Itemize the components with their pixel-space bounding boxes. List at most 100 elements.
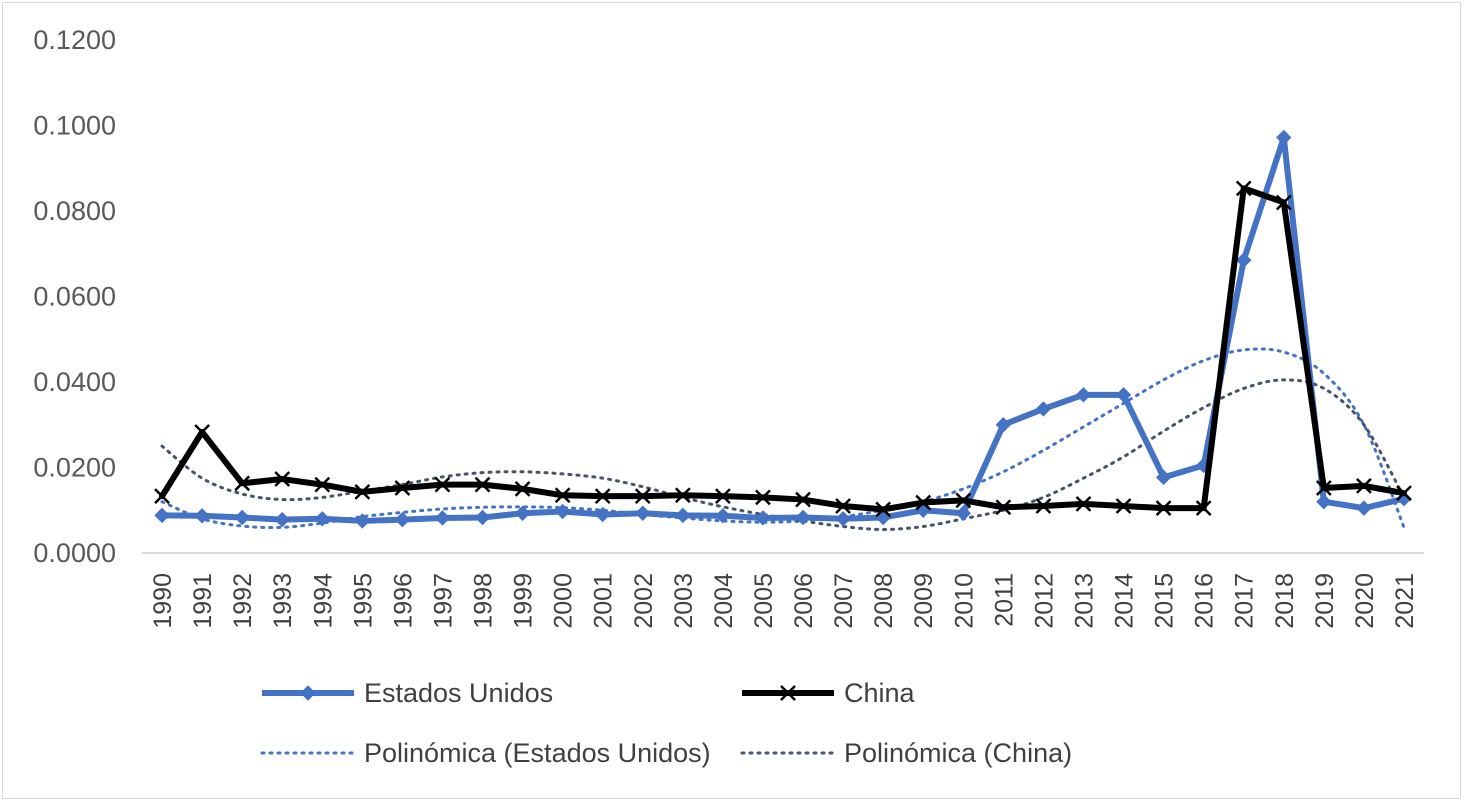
x-tick-label: 2011 [990, 573, 1018, 627]
point-marker-x [674, 487, 691, 504]
point-marker-x [194, 424, 210, 440]
point-marker-x [1396, 485, 1412, 502]
point-marker-x [394, 480, 411, 496]
legend-label: Estados Unidos [364, 678, 553, 708]
point-marker-diamond [1316, 493, 1332, 510]
point-marker-diamond [1035, 401, 1052, 417]
y-tick-label: 0.0600 [33, 282, 116, 312]
point-marker-x [634, 488, 651, 505]
x-tick-label: 2021 [1391, 573, 1419, 629]
x-tick-label: 2004 [710, 573, 738, 629]
y-tick-label: 0.0200 [33, 453, 116, 483]
point-marker-diamond [434, 510, 451, 526]
x-tick-label: 2015 [1151, 573, 1179, 629]
series-china [154, 180, 1412, 518]
point-marker-x [1235, 180, 1252, 197]
point-marker-x [955, 492, 972, 509]
x-tick-label: 2000 [550, 573, 578, 629]
point-marker-diamond [835, 511, 851, 527]
y-tick-label: 0.0000 [33, 538, 116, 568]
x-tick-label: 2005 [750, 573, 778, 629]
series-line [159, 134, 1407, 524]
series-line [159, 185, 1407, 513]
point-marker-x [594, 488, 611, 505]
point-marker-diamond [795, 509, 811, 526]
legend-label: Polinómica (China) [844, 738, 1072, 768]
x-tick-label: 2017 [1231, 573, 1259, 629]
point-marker-diamond [1155, 469, 1172, 486]
x-tick-label: 2003 [670, 573, 698, 629]
x-tick-label: 2013 [1070, 573, 1098, 629]
x-axis-ticks: 1990 1991 1992 1993 1994 1995 1996 1997 1998 1999… [149, 573, 1419, 629]
x-tick-label: 1993 [269, 573, 297, 629]
y-tick-label: 0.1200 [33, 25, 116, 55]
y-tick-label: 0.0400 [33, 367, 116, 397]
point-marker-diamond [314, 511, 330, 527]
point-marker-diamond [955, 505, 971, 521]
point-marker-diamond [755, 510, 771, 526]
point-marker-diamond [1276, 129, 1292, 146]
point-marker-diamond [595, 506, 611, 523]
point-marker-diamond [354, 513, 371, 529]
x-tick-label: 2016 [1191, 573, 1219, 629]
legend-item: China [742, 678, 916, 708]
point-marker-x [1315, 480, 1332, 496]
point-marker-x [835, 498, 851, 514]
point-marker-diamond [554, 503, 571, 520]
point-marker-diamond [1236, 252, 1252, 268]
point-marker-x [1356, 477, 1372, 494]
series-lines [154, 129, 1412, 529]
x-tick-label: 2019 [1311, 573, 1339, 629]
point-marker-x [795, 491, 811, 508]
legend-item: Polinómica (Estados Unidos) [260, 738, 711, 768]
y-axis-ticks: 0.0000 0.0200 0.0400 0.0600 0.0800 0.1000 0.12… [33, 25, 116, 568]
series-estados-unidos [154, 129, 1412, 529]
point-marker-x [1155, 500, 1172, 516]
point-marker-diamond [274, 511, 290, 528]
x-tick-label: 2014 [1111, 573, 1139, 629]
point-marker-x [780, 685, 796, 701]
point-marker-x [875, 501, 892, 518]
point-marker-x [1115, 498, 1132, 514]
x-tick-label: 1991 [189, 573, 217, 629]
point-marker-diamond [394, 511, 411, 528]
x-tick-label: 2006 [790, 573, 818, 629]
point-marker-x [1075, 495, 1092, 512]
x-tick-label: 1999 [510, 573, 538, 629]
point-marker-x [474, 476, 491, 493]
point-marker-x [314, 476, 331, 493]
x-tick-label: 2018 [1271, 573, 1299, 629]
point-marker-diamond [1115, 387, 1132, 403]
point-marker-diamond [514, 505, 531, 521]
point-marker-x [154, 488, 170, 505]
trendline-estados-unidos [160, 347, 1406, 530]
point-marker-x [915, 494, 932, 511]
point-marker-x [354, 483, 371, 500]
legend: Estados Unidos China Polinómica (Estados U… [260, 678, 1072, 768]
point-marker-x [514, 480, 531, 497]
point-marker-x [234, 475, 251, 492]
y-tick-label: 0.1000 [33, 111, 116, 141]
point-marker-diamond [1075, 387, 1092, 403]
x-tick-label: 2007 [830, 573, 858, 629]
x-tick-label: 1998 [470, 573, 498, 629]
point-marker-diamond [474, 509, 491, 526]
x-tick-label: 1992 [229, 573, 257, 629]
point-marker-x [434, 476, 451, 493]
point-marker-diamond [154, 507, 170, 524]
point-marker-diamond [234, 509, 250, 526]
point-marker-diamond [675, 507, 691, 524]
legend-item: Estados Unidos [262, 678, 553, 708]
point-marker-diamond [194, 508, 210, 524]
legend-item: Polinómica (China) [740, 738, 1072, 768]
point-marker-x [995, 499, 1012, 516]
point-marker-diamond [995, 417, 1012, 433]
x-tick-label: 2002 [630, 573, 658, 629]
x-tick-label: 2001 [590, 573, 618, 629]
point-marker-diamond [1356, 500, 1372, 516]
x-tick-label: 2020 [1351, 573, 1379, 629]
point-marker-x [1195, 500, 1212, 516]
point-marker-x [755, 489, 771, 506]
x-tick-label: 1994 [309, 573, 337, 629]
